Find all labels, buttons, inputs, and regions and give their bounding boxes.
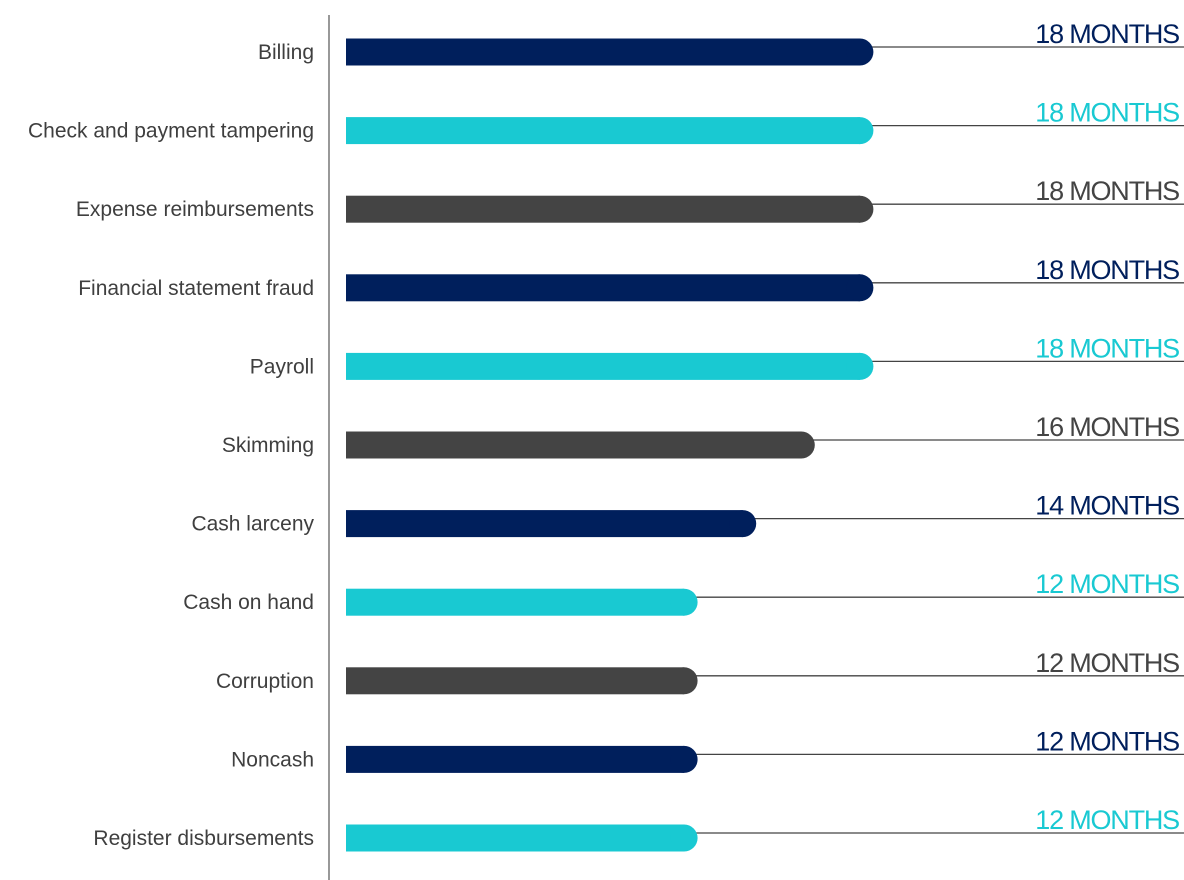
category-label: Noncash bbox=[231, 748, 314, 771]
bar-row: Cash larceny 14 MONTHS bbox=[191, 491, 1184, 538]
bar bbox=[346, 824, 698, 852]
value-label: 18 MONTHS bbox=[1035, 255, 1179, 285]
bar-row: Corruption 12 MONTHS bbox=[216, 648, 1184, 695]
bar bbox=[346, 510, 757, 538]
category-label: Expense reimbursements bbox=[76, 198, 314, 221]
category-label: Billing bbox=[258, 41, 314, 64]
value-label: 12 MONTHS bbox=[1035, 805, 1179, 835]
value-label: 18 MONTHS bbox=[1035, 333, 1179, 363]
bar bbox=[346, 431, 815, 459]
bar-row: Cash on hand 12 MONTHS bbox=[183, 569, 1184, 616]
bar bbox=[346, 588, 698, 616]
bar-row: Register disbursements 12 MONTHS bbox=[93, 805, 1184, 852]
category-label: Financial statement fraud bbox=[78, 277, 314, 300]
bar bbox=[346, 745, 698, 773]
value-label: 18 MONTHS bbox=[1035, 19, 1179, 49]
value-label: 18 MONTHS bbox=[1035, 176, 1179, 206]
value-label: 12 MONTHS bbox=[1035, 569, 1179, 599]
bar bbox=[346, 38, 874, 66]
bar-row: Billing 18 MONTHS bbox=[258, 19, 1184, 66]
value-label: 16 MONTHS bbox=[1035, 412, 1179, 442]
bar-row: Skimming 16 MONTHS bbox=[222, 412, 1184, 459]
bar bbox=[346, 195, 874, 223]
bar-row: Noncash 12 MONTHS bbox=[231, 726, 1184, 773]
bar-row: Check and payment tampering 18 MONTHS bbox=[28, 98, 1184, 145]
value-label: 18 MONTHS bbox=[1035, 98, 1179, 128]
bar bbox=[346, 352, 874, 380]
value-label: 14 MONTHS bbox=[1035, 491, 1179, 521]
bar bbox=[346, 117, 874, 145]
bar-row: Payroll 18 MONTHS bbox=[250, 333, 1184, 380]
category-label: Check and payment tampering bbox=[28, 120, 314, 143]
category-label: Payroll bbox=[250, 355, 314, 378]
bar-row: Expense reimbursements 18 MONTHS bbox=[76, 176, 1184, 223]
value-label: 12 MONTHS bbox=[1035, 648, 1179, 678]
category-label: Cash on hand bbox=[183, 591, 314, 614]
category-label: Skimming bbox=[222, 434, 314, 457]
value-label: 12 MONTHS bbox=[1035, 726, 1179, 756]
category-label: Register disbursements bbox=[93, 827, 314, 850]
bar bbox=[346, 667, 698, 695]
category-label: Corruption bbox=[216, 670, 314, 693]
category-label: Cash larceny bbox=[191, 513, 314, 536]
bar bbox=[346, 274, 874, 302]
bar-row: Financial statement fraud 18 MONTHS bbox=[78, 255, 1184, 302]
